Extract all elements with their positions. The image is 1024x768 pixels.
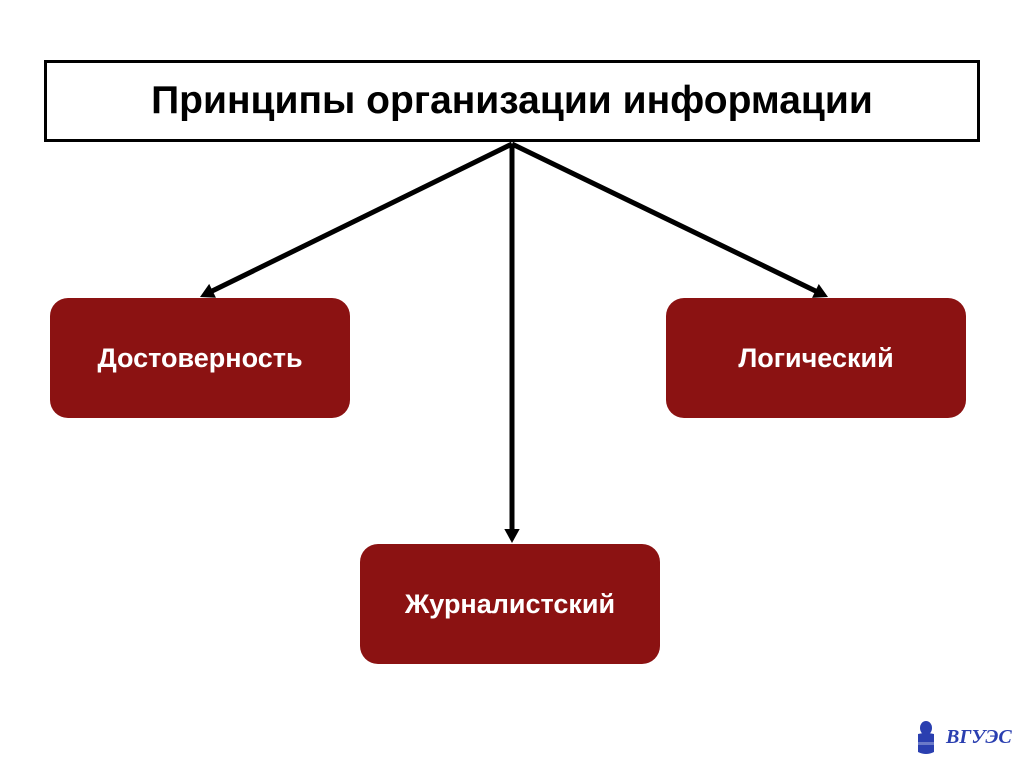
node-label: Журналистский — [405, 589, 615, 620]
logo: ВГУЭС — [910, 718, 1012, 756]
node-label: Логический — [738, 343, 893, 374]
logo-text: ВГУЭС — [946, 726, 1012, 749]
node-label: Достоверность — [97, 343, 302, 374]
node-logical: Логический — [666, 298, 966, 418]
node-reliability: Достоверность — [50, 298, 350, 418]
node-journalistic: Журналистский — [360, 544, 660, 664]
diagram-title-text: Принципы организации информации — [151, 79, 873, 123]
diagram-title: Принципы организации информации — [44, 60, 980, 142]
logo-icon — [910, 718, 942, 756]
